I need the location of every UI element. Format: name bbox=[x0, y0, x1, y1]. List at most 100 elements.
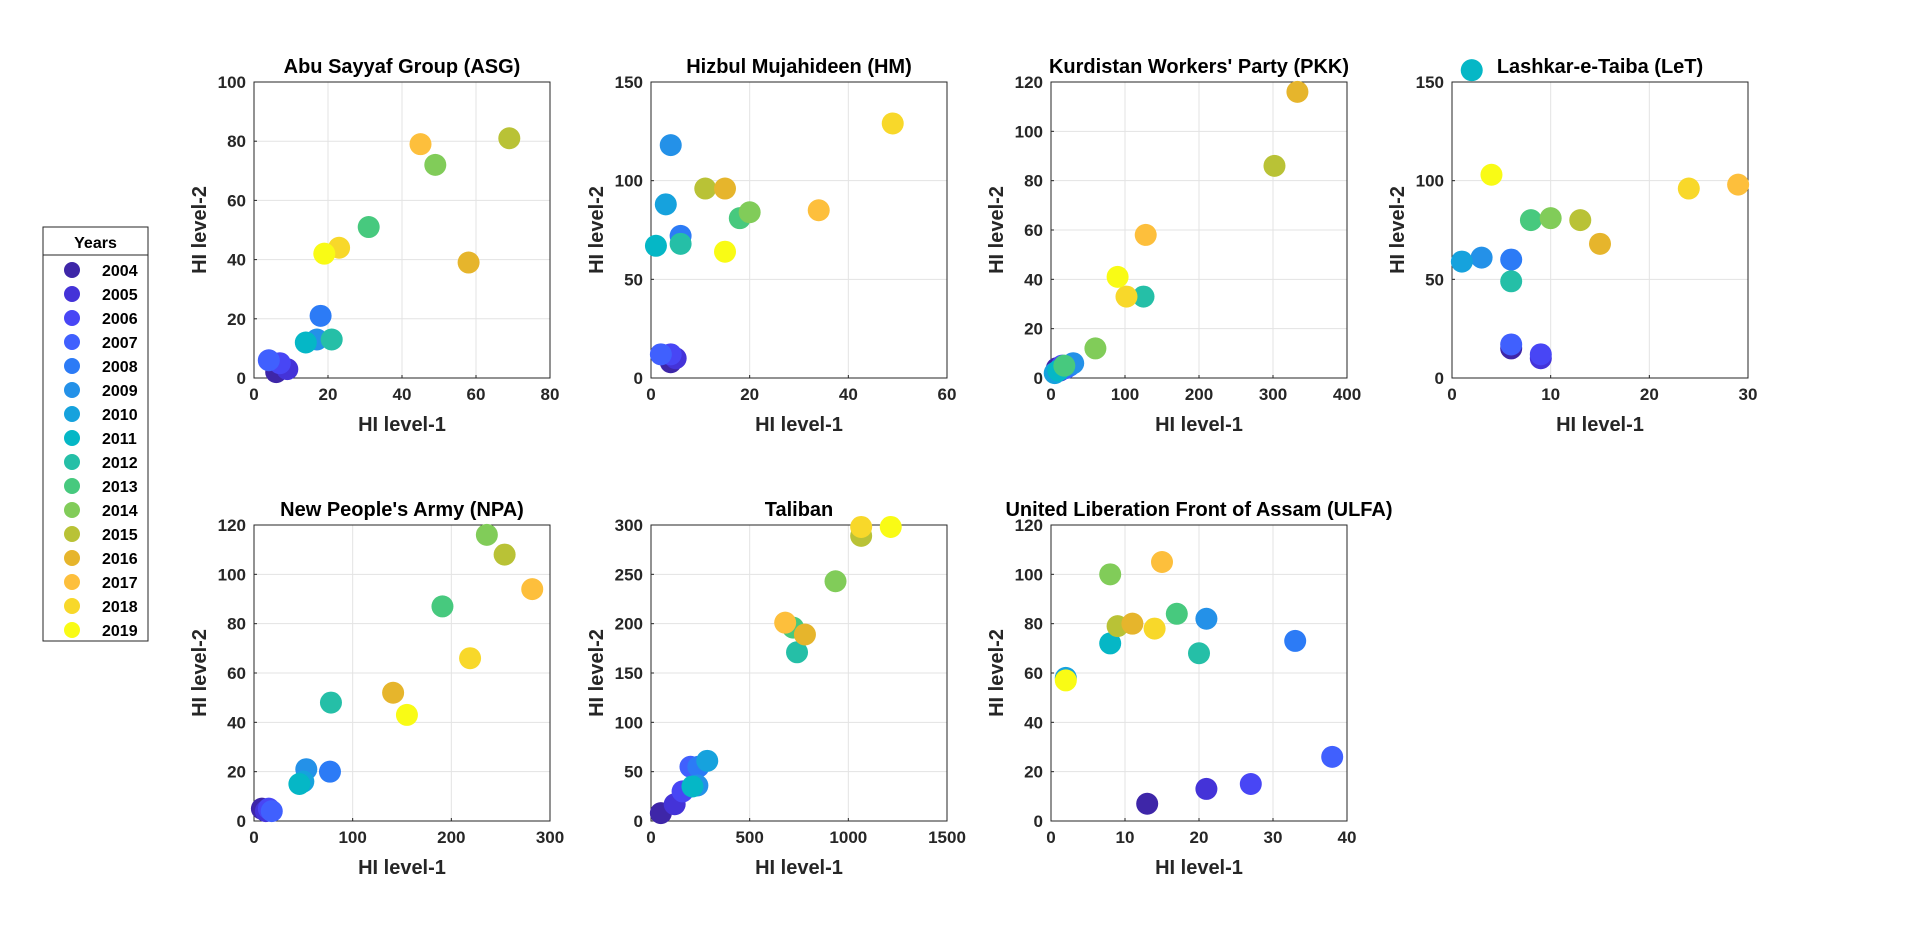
y-tick-label: 50 bbox=[624, 270, 643, 289]
y-tick-label: 60 bbox=[1024, 664, 1043, 683]
data-point-2008 bbox=[309, 304, 332, 327]
x-tick-label: 0 bbox=[1046, 385, 1055, 404]
data-point-2012 bbox=[319, 691, 342, 714]
data-point-2018 bbox=[459, 647, 482, 670]
data-point-2011 bbox=[1460, 59, 1483, 82]
y-axis-label: HI level-2 bbox=[586, 186, 608, 274]
data-point-2015 bbox=[1263, 154, 1286, 177]
legend-marker-2006 bbox=[64, 310, 80, 326]
y-tick-label: 0 bbox=[237, 369, 246, 388]
data-point-2010 bbox=[1450, 250, 1473, 273]
legend-entry-2019: 2019 bbox=[102, 623, 138, 640]
subplot-title: Taliban bbox=[765, 499, 834, 521]
data-point-2012 bbox=[320, 328, 343, 351]
legend-marker-2013 bbox=[64, 478, 80, 494]
y-tick-label: 0 bbox=[634, 369, 643, 388]
data-point-2016 bbox=[382, 681, 405, 704]
data-point-2013 bbox=[431, 595, 454, 618]
legend-entry-2008: 2008 bbox=[102, 359, 138, 376]
data-point-2019 bbox=[1054, 669, 1077, 692]
x-tick-label: 30 bbox=[1264, 828, 1283, 847]
y-tick-label: 120 bbox=[1015, 516, 1043, 535]
x-tick-label: 0 bbox=[1046, 828, 1055, 847]
data-point-2008 bbox=[1500, 248, 1523, 271]
y-tick-label: 100 bbox=[615, 713, 643, 732]
plot-area bbox=[1452, 82, 1748, 378]
y-axis-label: HI level-2 bbox=[189, 629, 211, 717]
y-tick-label: 40 bbox=[1024, 270, 1043, 289]
data-point-2006 bbox=[1529, 343, 1552, 366]
data-point-2013 bbox=[1519, 209, 1542, 232]
y-tick-label: 100 bbox=[1015, 565, 1043, 584]
data-point-2018 bbox=[1143, 617, 1166, 640]
x-axis-label: HI level-1 bbox=[1155, 857, 1243, 879]
legend-entry-2004: 2004 bbox=[102, 263, 138, 280]
data-point-2014 bbox=[475, 523, 498, 546]
data-point-2012 bbox=[669, 232, 692, 255]
y-tick-label: 250 bbox=[615, 565, 643, 584]
y-tick-label: 80 bbox=[1024, 615, 1043, 634]
y-axis-label: HI level-2 bbox=[1387, 186, 1409, 274]
legend-entry-2016: 2016 bbox=[102, 551, 138, 568]
legend-marker-2012 bbox=[64, 454, 80, 470]
subplot-title: Lashkar-e-Taiba (LeT) bbox=[1497, 56, 1703, 78]
data-point-2017 bbox=[807, 199, 830, 222]
x-tick-label: 100 bbox=[338, 828, 366, 847]
x-tick-label: 80 bbox=[541, 385, 560, 404]
legend-entry-2007: 2007 bbox=[102, 335, 138, 352]
data-point-2016 bbox=[793, 623, 816, 646]
y-tick-label: 0 bbox=[634, 812, 643, 831]
data-point-2018 bbox=[881, 112, 904, 135]
y-tick-label: 150 bbox=[1416, 73, 1444, 92]
x-tick-label: 40 bbox=[839, 385, 858, 404]
x-tick-label: 40 bbox=[1338, 828, 1357, 847]
x-axis-label: HI level-1 bbox=[1155, 414, 1243, 436]
y-tick-label: 60 bbox=[227, 191, 246, 210]
data-point-2007 bbox=[1321, 745, 1344, 768]
legend: Years 2004 2005 2006 2007 2008 2009 2010 2011 201… bbox=[42, 226, 149, 642]
legend-entry-2015: 2015 bbox=[102, 527, 138, 544]
data-point-2014 bbox=[424, 153, 447, 176]
data-point-2011 bbox=[644, 234, 667, 257]
y-tick-label: 20 bbox=[227, 310, 246, 329]
data-point-2012 bbox=[1500, 270, 1523, 293]
y-tick-label: 100 bbox=[1015, 122, 1043, 141]
x-tick-label: 400 bbox=[1333, 385, 1361, 404]
legend-entry-2014: 2014 bbox=[102, 503, 138, 520]
data-point-2016 bbox=[714, 177, 736, 200]
y-tick-label: 80 bbox=[1024, 172, 1043, 191]
y-tick-label: 100 bbox=[615, 172, 643, 191]
data-point-2019 bbox=[395, 703, 418, 726]
x-tick-label: 200 bbox=[437, 828, 465, 847]
data-point-2011 bbox=[288, 773, 311, 795]
data-point-2007 bbox=[260, 800, 283, 823]
legend-marker-2014 bbox=[64, 502, 80, 518]
y-tick-label: 0 bbox=[1034, 369, 1043, 388]
data-point-2016 bbox=[1121, 612, 1144, 635]
x-axis-label: HI level-1 bbox=[358, 857, 446, 879]
data-point-2009 bbox=[1470, 246, 1493, 269]
data-point-2013 bbox=[1053, 354, 1076, 377]
data-point-2008 bbox=[318, 760, 341, 783]
y-axis-label: HI level-2 bbox=[986, 629, 1008, 717]
subplot-4: 0 10 20 30 0 50 100 150 Lashkar-e-Taiba (LeT) HI … bbox=[1387, 56, 1757, 436]
y-tick-label: 0 bbox=[237, 812, 246, 831]
y-tick-label: 40 bbox=[1024, 713, 1043, 732]
data-point-2015 bbox=[493, 543, 516, 566]
data-point-2017 bbox=[1151, 551, 1173, 573]
x-tick-label: 300 bbox=[1259, 385, 1287, 404]
data-point-2014 bbox=[1539, 207, 1562, 230]
data-point-2016 bbox=[457, 251, 480, 274]
x-tick-label: 40 bbox=[393, 385, 412, 404]
data-point-2009 bbox=[1195, 607, 1218, 630]
data-point-2013 bbox=[357, 216, 380, 239]
legend-marker-2018 bbox=[64, 598, 80, 614]
y-tick-label: 100 bbox=[218, 73, 246, 92]
y-tick-label: 40 bbox=[227, 713, 246, 732]
y-tick-label: 200 bbox=[615, 615, 643, 634]
x-tick-label: 10 bbox=[1116, 828, 1135, 847]
data-point-2014 bbox=[824, 570, 847, 593]
data-point-2015 bbox=[694, 177, 717, 200]
data-point-2014 bbox=[1099, 563, 1122, 586]
data-point-2018 bbox=[850, 515, 873, 538]
